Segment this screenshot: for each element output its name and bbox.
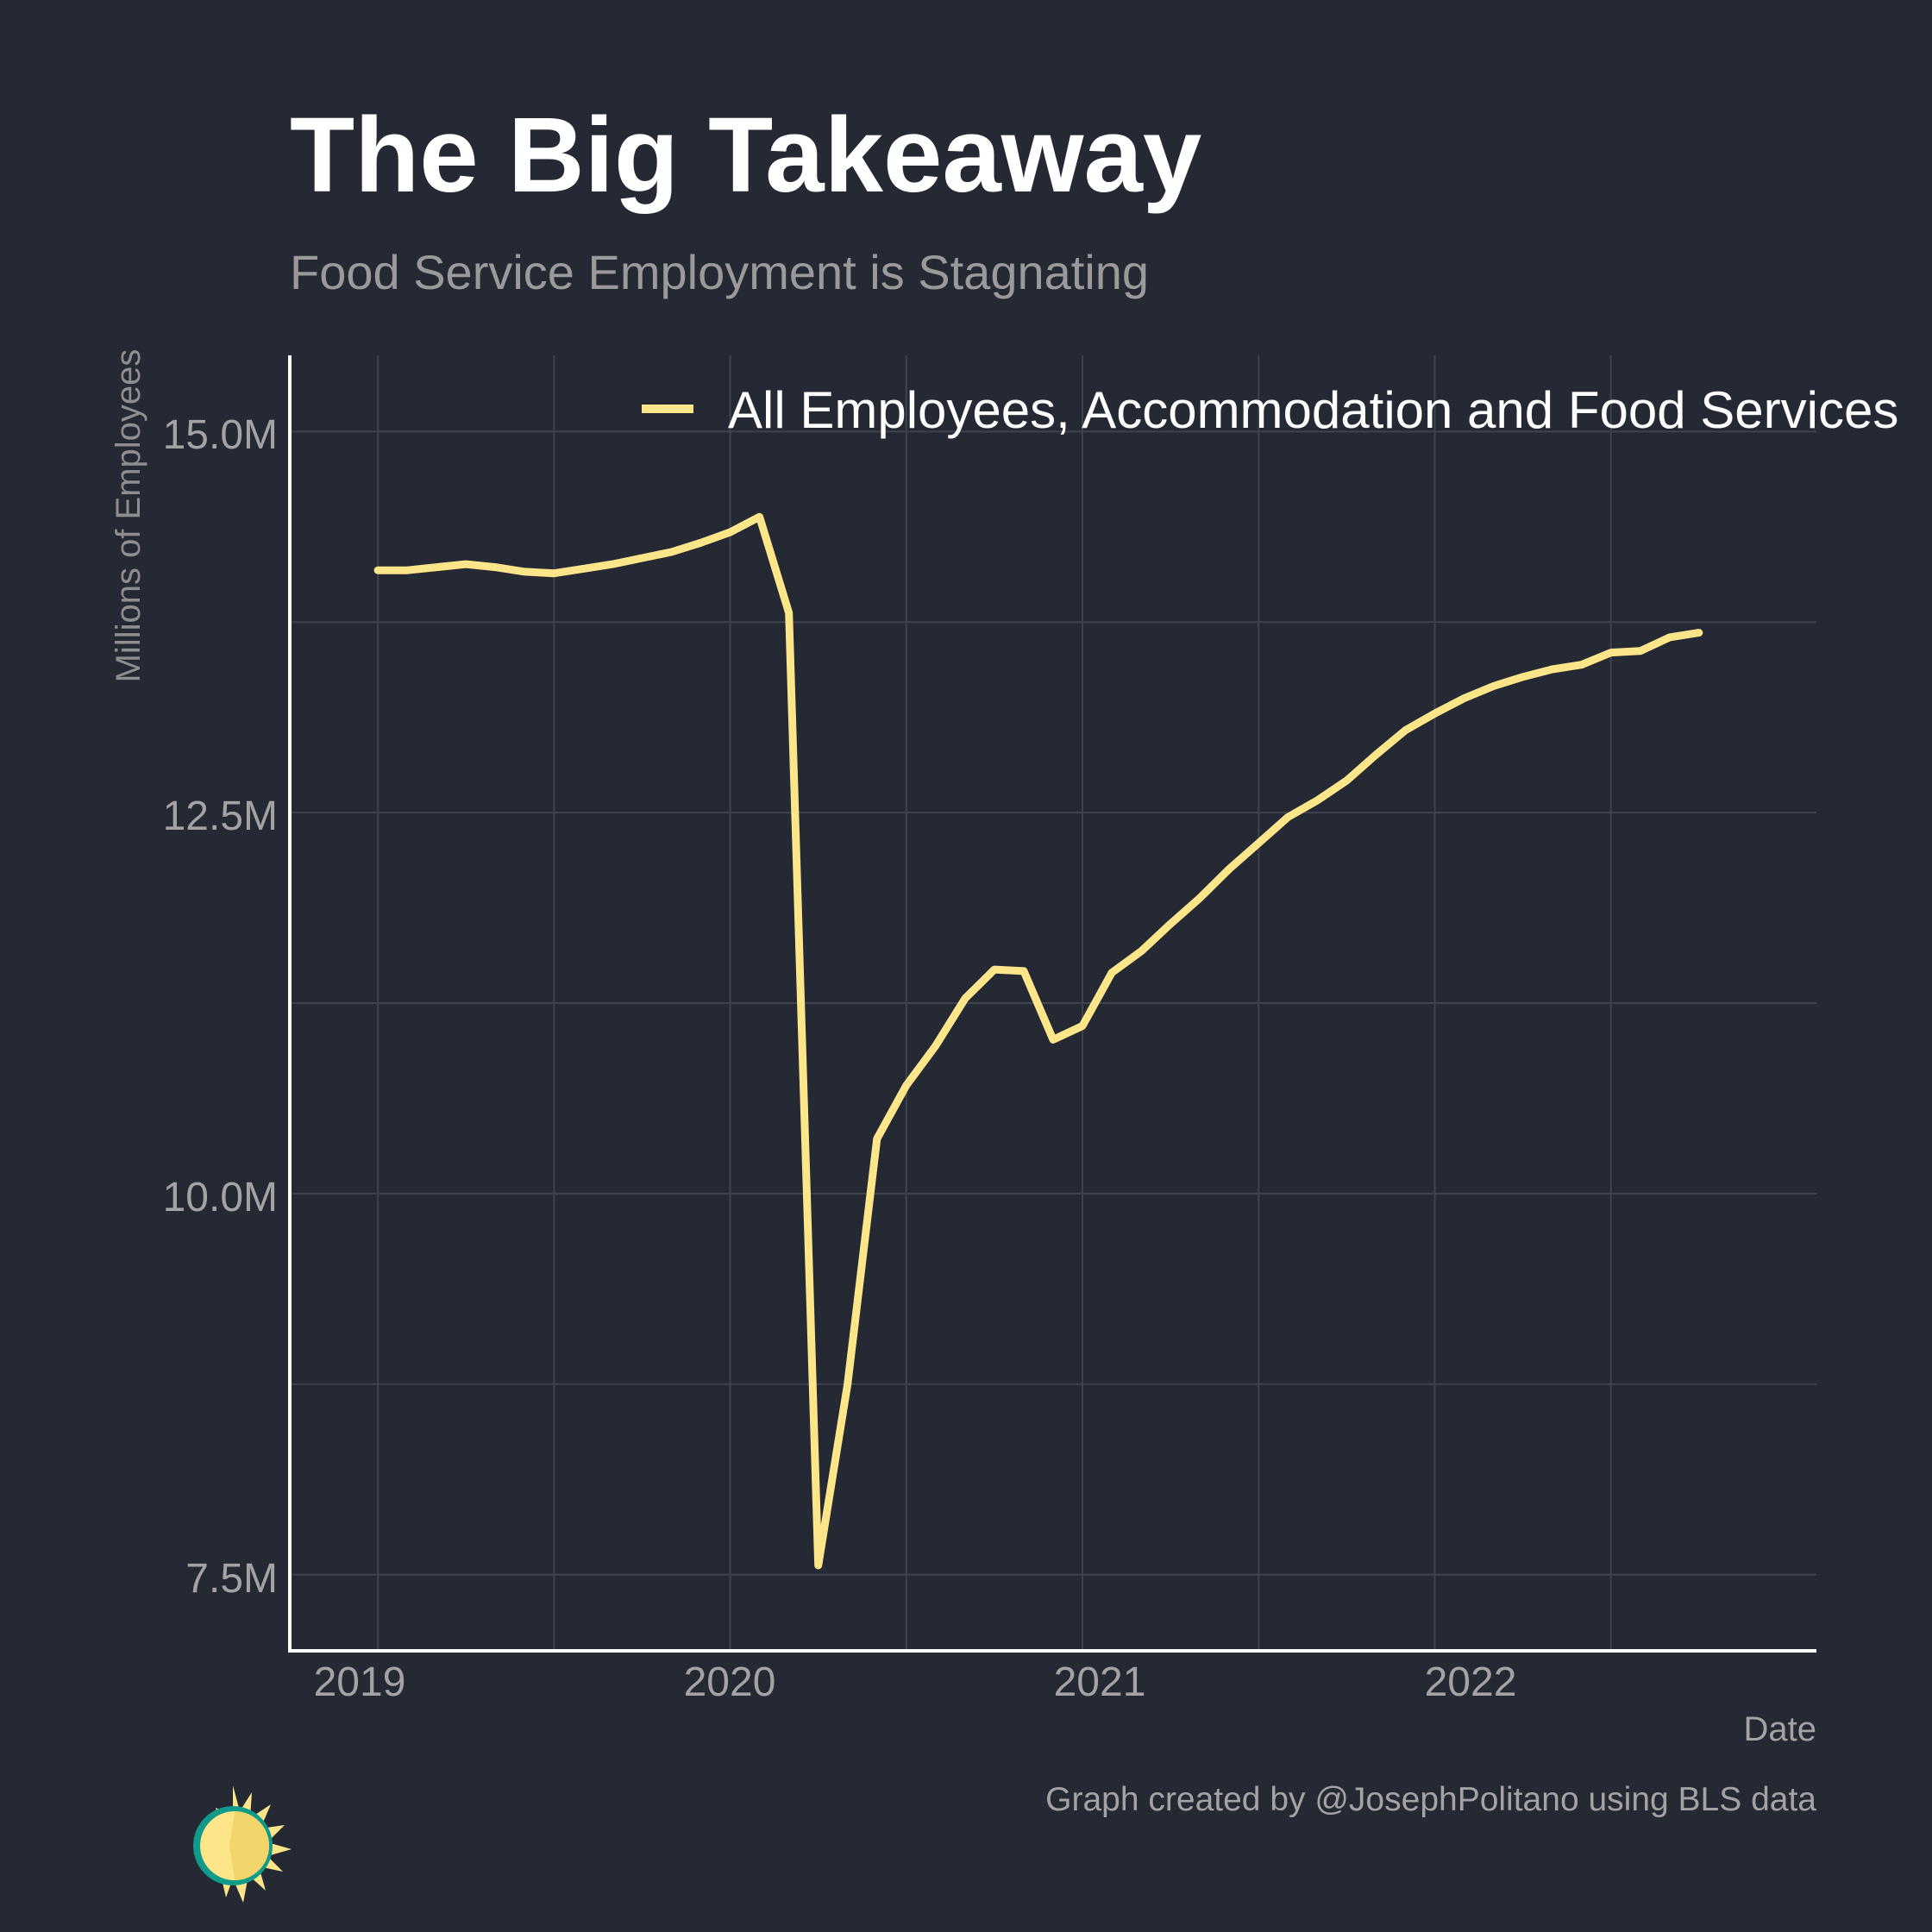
legend-label: All Employees, Accommodation and Food Se… bbox=[728, 381, 1898, 439]
chart-title: The Big Takeaway bbox=[290, 97, 1202, 215]
chart-subtitle: Food Service Employment is Stagnating bbox=[290, 245, 1150, 299]
y-tick-label: 10.0M bbox=[163, 1175, 278, 1220]
x-axis-ticks: 2019 2020 2021 2022 bbox=[314, 1659, 1517, 1705]
y-axis-ticks: 7.5M 10.0M 12.5M 15.0M bbox=[163, 412, 278, 1602]
y-axis-label: Millions of Employees bbox=[110, 349, 147, 683]
x-tick-label: 2021 bbox=[1054, 1659, 1146, 1705]
y-tick-label: 7.5M bbox=[185, 1556, 278, 1602]
x-tick-label: 2019 bbox=[314, 1659, 406, 1705]
grid-lines bbox=[290, 355, 1816, 1651]
x-axis-label: Date bbox=[1744, 1710, 1817, 1748]
legend: All Employees, Accommodation and Food Se… bbox=[642, 381, 1898, 439]
y-tick-label: 12.5M bbox=[163, 794, 278, 839]
series-layer bbox=[373, 512, 1703, 1570]
series-line bbox=[373, 512, 1703, 1570]
y-tick-label: 15.0M bbox=[163, 412, 278, 458]
x-tick-label: 2022 bbox=[1425, 1659, 1517, 1705]
sun-logo-icon bbox=[193, 1785, 292, 1903]
x-tick-label: 2020 bbox=[684, 1659, 776, 1705]
source-caption: Graph created by @JosephPolitano using B… bbox=[1045, 1781, 1816, 1818]
